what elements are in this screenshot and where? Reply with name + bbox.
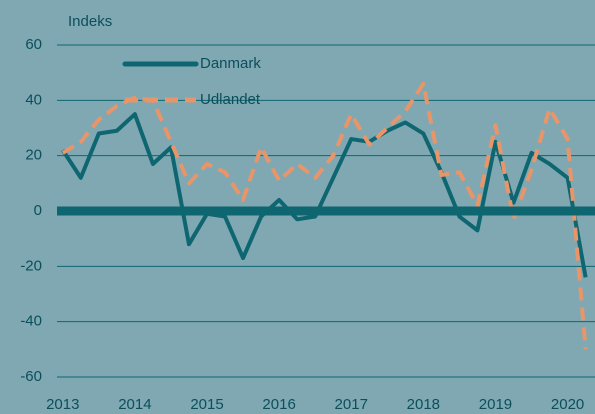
x-tick-label: 2019 — [479, 396, 512, 413]
x-tick-label: 2016 — [262, 396, 295, 413]
line-danmark — [61, 112, 588, 278]
legend-label: Udlandet — [200, 91, 261, 108]
y-tick-label: 60 — [25, 36, 42, 53]
y-tick-label: -20 — [20, 257, 42, 274]
y-tick-label: 0 — [34, 202, 42, 219]
x-tick-label: 2014 — [118, 396, 151, 413]
x-tick-label: 2017 — [335, 396, 368, 413]
y-tick-label: 20 — [25, 147, 42, 164]
line-udlandet — [61, 81, 588, 350]
legend-label: Danmark — [200, 55, 261, 72]
y-axis-label: Indeks — [68, 13, 112, 30]
x-tick-label: 2015 — [190, 396, 223, 413]
y-tick-label: -60 — [20, 368, 42, 385]
y-tick-label: 40 — [25, 91, 42, 108]
y-tick-label: -40 — [20, 313, 42, 330]
x-tick-label: 2020 — [551, 396, 584, 413]
x-tick-label: 2013 — [46, 396, 79, 413]
x-tick-label: 2018 — [407, 396, 440, 413]
